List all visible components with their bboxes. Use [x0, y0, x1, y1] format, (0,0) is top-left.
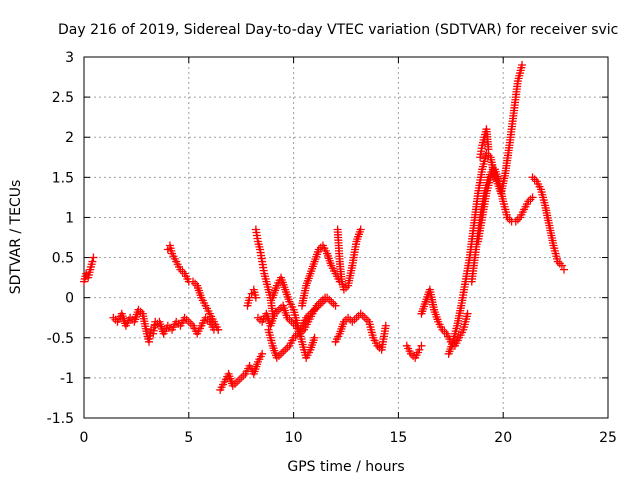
- y-tick-label: 2: [65, 130, 74, 146]
- data-point: [356, 309, 365, 318]
- data-point: [109, 313, 118, 322]
- data-point: [526, 195, 535, 204]
- data-point: [559, 265, 568, 274]
- plot-frame: [83, 56, 609, 419]
- data-point: [239, 371, 248, 380]
- data-point: [417, 341, 426, 350]
- x-axis-title: GPS time / hours: [287, 459, 404, 475]
- data-point: [381, 321, 390, 330]
- data-point: [331, 301, 340, 310]
- series-s13: [331, 309, 390, 354]
- data-point: [184, 317, 193, 326]
- data-point: [281, 345, 290, 354]
- data-point: [463, 309, 472, 318]
- series-s4: [163, 241, 223, 334]
- data-point: [327, 297, 336, 306]
- data-point: [89, 253, 98, 262]
- series-s6: [243, 285, 260, 310]
- data-point: [530, 175, 539, 184]
- data-point: [287, 317, 296, 326]
- series-s12: [333, 225, 365, 294]
- chart-title: Day 216 of 2019, Sidereal Day-to-day VTE…: [58, 22, 618, 38]
- data-point: [557, 261, 566, 270]
- data-point: [350, 315, 359, 324]
- data-point: [513, 215, 522, 224]
- y-tick-label: 0: [65, 291, 74, 307]
- data-point: [253, 313, 262, 322]
- data-point: [329, 299, 338, 308]
- data-point: [415, 345, 424, 354]
- data-point: [186, 319, 195, 328]
- y-tick-label: -0.5: [47, 331, 74, 347]
- data-point: [344, 313, 353, 322]
- tick-layer: 0 5 10 15 20 25 -1.5 -1 -0.5 0 0.5 1 1.5 2 2.5 3: [47, 50, 617, 446]
- data-point: [348, 317, 357, 326]
- data-point: [235, 375, 244, 384]
- x-tick-label: 5: [184, 430, 193, 446]
- data-point: [511, 217, 520, 226]
- data-point: [360, 313, 369, 322]
- series-s19: [476, 125, 493, 162]
- series-s2: [109, 305, 160, 346]
- series-s8: [253, 293, 330, 338]
- data-point: [325, 295, 334, 304]
- y-tick-label: 3: [65, 50, 74, 66]
- series-s18: [474, 165, 537, 246]
- data-point: [214, 325, 223, 334]
- x-tick-label: 20: [494, 430, 512, 446]
- y-tick-label: -1.5: [47, 411, 74, 427]
- data-point: [178, 267, 187, 276]
- y-tick-label: 0.5: [52, 251, 74, 267]
- y-tick-label: 2.5: [52, 90, 74, 106]
- data-point: [283, 343, 292, 352]
- data-point: [88, 257, 97, 266]
- series-s10: [268, 273, 319, 362]
- x-tick-label: 0: [80, 430, 89, 446]
- data-point: [251, 293, 260, 302]
- data-point: [318, 297, 327, 306]
- data-point: [316, 299, 325, 308]
- data-point: [440, 327, 449, 336]
- x-tick-label: 10: [285, 430, 303, 446]
- series-s14: [402, 341, 426, 362]
- data-point: [310, 305, 319, 314]
- series-s20: [528, 173, 568, 274]
- grid-layer: [84, 57, 608, 418]
- y-tick-label: 1: [65, 210, 74, 226]
- y-tick-label: 1.5: [52, 170, 74, 186]
- data-point: [279, 347, 288, 356]
- x-tick-label: 25: [599, 430, 617, 446]
- series-s5: [216, 349, 267, 394]
- data-point: [518, 61, 527, 70]
- data-layer: [80, 61, 568, 394]
- series-s7: [251, 225, 277, 318]
- data-point: [237, 373, 246, 382]
- y-tick-label: -1: [60, 371, 74, 387]
- data-point: [484, 145, 493, 154]
- y-axis-title: SDTVAR / TECUs: [8, 180, 24, 295]
- data-point: [528, 193, 537, 202]
- x-tick-label: 15: [389, 430, 407, 446]
- series-s11: [297, 241, 344, 310]
- data-point: [352, 313, 361, 322]
- data-point: [528, 173, 537, 182]
- series-s15: [417, 285, 472, 350]
- data-point: [356, 225, 365, 234]
- data-point: [323, 293, 332, 302]
- series-s1: [80, 253, 98, 286]
- data-point: [258, 349, 267, 358]
- data-point: [358, 311, 367, 320]
- data-point: [310, 333, 319, 342]
